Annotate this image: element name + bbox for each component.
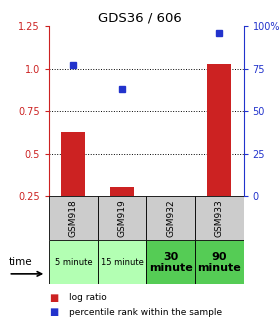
- Bar: [49, 196, 98, 240]
- Bar: [146, 196, 195, 240]
- Text: 90
minute: 90 minute: [197, 251, 241, 273]
- Text: GSM933: GSM933: [215, 199, 224, 237]
- Bar: [61, 132, 85, 196]
- Text: percentile rank within the sample: percentile rank within the sample: [69, 308, 222, 317]
- Bar: [49, 240, 98, 284]
- Bar: [195, 240, 244, 284]
- Text: 30
minute: 30 minute: [149, 251, 192, 273]
- Bar: [98, 196, 146, 240]
- Text: ■: ■: [49, 293, 58, 302]
- Text: GDS36 / 606: GDS36 / 606: [98, 11, 182, 25]
- Text: GSM932: GSM932: [166, 199, 175, 237]
- Bar: [195, 196, 244, 240]
- Bar: [98, 240, 146, 284]
- Text: ■: ■: [49, 307, 58, 317]
- Text: time: time: [8, 257, 32, 267]
- Bar: [110, 187, 134, 196]
- Text: log ratio: log ratio: [69, 293, 106, 302]
- Text: GSM919: GSM919: [118, 199, 127, 237]
- Text: 15 minute: 15 minute: [101, 258, 143, 267]
- Text: GSM918: GSM918: [69, 199, 78, 237]
- Bar: [207, 63, 232, 196]
- Bar: [146, 240, 195, 284]
- Text: 5 minute: 5 minute: [55, 258, 92, 267]
